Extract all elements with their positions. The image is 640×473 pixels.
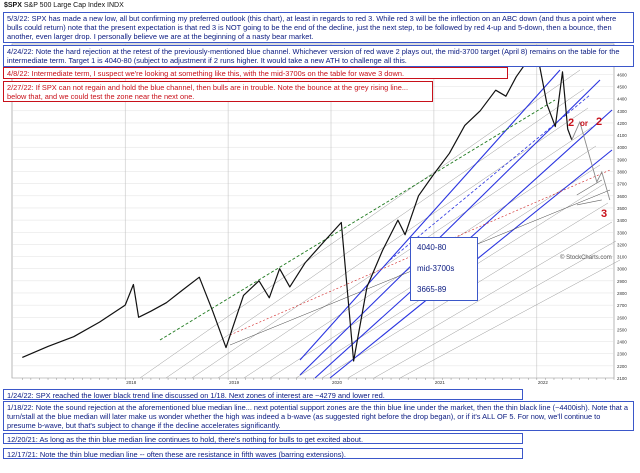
grey-trend-line	[399, 259, 621, 379]
y-tick-label: 2800	[617, 291, 627, 296]
wave-2-label: 2	[568, 117, 575, 129]
wave-2b-label: 2	[596, 116, 603, 128]
grey-trend-line	[373, 240, 617, 379]
wave-3-label: 3	[601, 208, 608, 220]
x-tick-label: 2018	[126, 380, 137, 385]
y-tick-label: 3900	[617, 157, 627, 162]
y-tick-label: 3700	[617, 182, 627, 187]
y-tick-label: 2200	[617, 364, 627, 369]
target-3: 3665-89	[417, 285, 447, 294]
grey-trend-line	[217, 126, 593, 379]
y-tick-label: 4600	[617, 72, 627, 77]
grey-trend-line	[139, 69, 581, 379]
blue-channel-line	[299, 69, 561, 361]
x-tick-label: 2021	[435, 380, 446, 385]
y-tick-label: 4500	[617, 85, 627, 90]
y-tick-label: 3800	[617, 170, 627, 175]
y-tick-label: 3500	[617, 206, 627, 211]
pointer-line	[576, 199, 602, 206]
price-line	[22, 50, 573, 362]
y-tick-label: 2500	[617, 327, 627, 332]
pointer-line	[576, 179, 602, 196]
note-2022-02-27: 2/27/22: If SPX can not regain and hold …	[3, 81, 433, 102]
red-dashed-line	[229, 169, 611, 336]
y-tick-label: 4300	[617, 109, 627, 114]
y-tick-label: 3000	[617, 267, 627, 272]
note-2022-04-24: 4/24/22: Note the hard rejection at the …	[3, 45, 634, 67]
y-tick-label: 2100	[617, 376, 627, 381]
grey-trend-line	[347, 221, 613, 379]
note-2022-01-18: 1/18/22: Note the sound rejection at the…	[3, 401, 634, 431]
y-tick-label: 4000	[617, 145, 627, 150]
y-tick-label: 2300	[617, 352, 627, 357]
watermark: © StockCharts.com	[560, 255, 612, 261]
grey-trend-line	[191, 107, 589, 379]
note-2022-01-24: 1/24/22: SPX reached the lower black tre…	[3, 389, 523, 400]
y-tick-label: 2900	[617, 279, 627, 284]
x-tick-label: 2020	[332, 380, 343, 385]
y-tick-label: 2400	[617, 340, 627, 345]
y-tick-label: 3100	[617, 255, 627, 260]
y-tick-label: 2700	[617, 303, 627, 308]
index-name: S&P 500 Large Cap Index	[23, 2, 106, 9]
chart-title: $SPX S&P 500 Large Cap Index INDX	[4, 2, 124, 9]
exchange-label: INDX	[107, 2, 124, 9]
y-tick-label: 4100	[617, 133, 627, 138]
y-tick-label: 3300	[617, 230, 627, 235]
y-tick-label: 2600	[617, 315, 627, 320]
y-tick-label: 4400	[617, 97, 627, 102]
y-tick-label: 3200	[617, 242, 627, 247]
projection-path	[571, 120, 611, 201]
note-2022-04-08: 4/8/22: Intermediate term, I suspect we'…	[3, 67, 508, 79]
y-tick-label: 3600	[617, 194, 627, 199]
target-2: mid-3700s	[417, 264, 455, 273]
y-tick-label: 3400	[617, 218, 627, 223]
x-tick-label: 2019	[229, 380, 240, 385]
x-tick-label: 2022	[538, 380, 549, 385]
note-2022-05-03: 5/3/22: SPX has made a new low, all but …	[3, 12, 634, 43]
grey-trend-line	[165, 88, 585, 379]
green-dashed-line	[159, 99, 556, 341]
target-1: 4040-80	[417, 243, 447, 252]
note-2021-12-20: 12/20/21: As long as the thin blue media…	[3, 433, 523, 444]
y-tick-label: 4200	[617, 121, 627, 126]
wave-or-label: or	[580, 119, 588, 128]
target-box: 4040-80 mid-3700s 3665-89	[410, 237, 478, 301]
symbol-label: $SPX	[4, 2, 22, 9]
note-2021-12-17: 12/17/21: Note the thin blue median line…	[3, 448, 523, 459]
blue-median-dashed	[389, 94, 591, 261]
